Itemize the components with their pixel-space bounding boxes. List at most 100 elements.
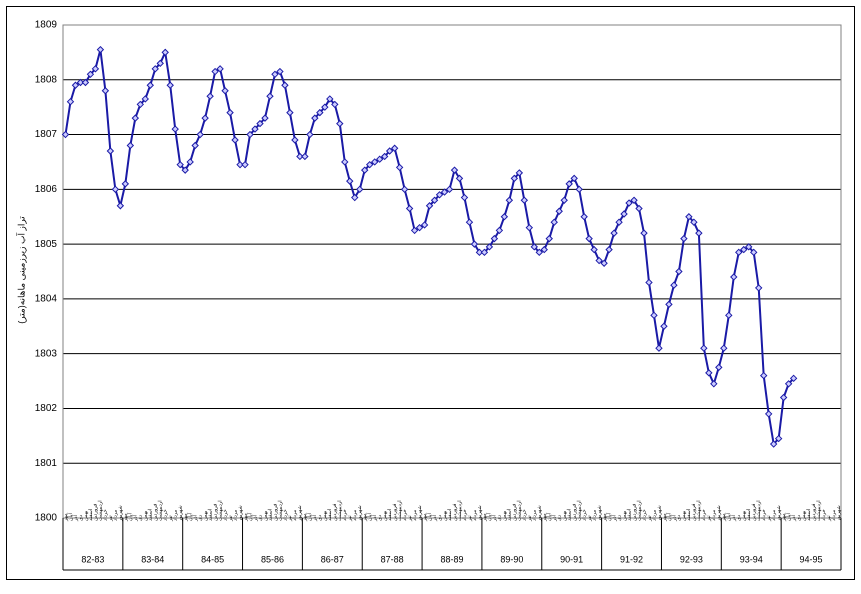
x-tick-label: اردیبهشت <box>636 500 642 521</box>
x-tick-label: خرداد <box>163 509 169 521</box>
x-tick-label: شهریور <box>537 505 543 522</box>
data-point <box>116 202 125 210</box>
data-point <box>510 174 519 183</box>
data-point <box>540 245 548 254</box>
data-point <box>700 344 708 352</box>
x-tick-label: شهریور <box>357 505 363 522</box>
x-tick-label: اسفند <box>327 509 333 521</box>
data-point <box>326 95 334 103</box>
data-point <box>440 188 449 196</box>
x-tick-label: خرداد <box>462 509 468 521</box>
x-tick-label: بهمن <box>621 511 627 521</box>
x-tick-label: تیر <box>586 515 592 522</box>
x-tick-label: فروردین <box>512 503 518 521</box>
x-tick-label: اردیبهشت <box>816 500 822 521</box>
x-tick-label: خرداد <box>522 509 528 521</box>
data-point <box>470 240 479 248</box>
x-tick-label: اردیبهشت <box>217 500 223 521</box>
y-tick-label: 1807 <box>35 129 58 140</box>
x-tick-label: آذر <box>670 514 677 522</box>
data-point <box>745 243 753 251</box>
x-tick-label: مهر <box>123 513 129 522</box>
data-point <box>695 229 703 237</box>
data-point <box>515 169 524 177</box>
x-tick-label: مرداد <box>292 509 298 521</box>
data-point <box>590 245 598 254</box>
x-tick-label: آبان <box>665 512 672 521</box>
data-point <box>151 65 159 73</box>
data-point <box>680 234 688 243</box>
x-tick-label: فروردین <box>691 503 697 521</box>
x-tick-label: تیر <box>168 515 174 522</box>
data-point <box>136 100 145 109</box>
data-point <box>615 218 623 226</box>
data-point <box>430 196 439 204</box>
y-tick-label: 1803 <box>35 348 58 359</box>
x-tick-label: خرداد <box>821 509 827 521</box>
x-tick-label: بهمن <box>322 511 328 521</box>
x-tick-label: شهریور <box>297 505 303 522</box>
y-tick-label: 1809 <box>35 20 58 31</box>
data-point <box>86 70 95 79</box>
data-point <box>645 278 653 287</box>
chart-border <box>6 6 855 580</box>
data-point <box>311 114 319 122</box>
x-tick-label: آبان <box>306 512 313 521</box>
x-tick-label: شهریور <box>178 505 184 522</box>
data-point <box>605 245 613 254</box>
data-point <box>81 78 90 87</box>
x-tick-label: مرداد <box>532 509 538 521</box>
group-label: 84-85 <box>201 554 224 564</box>
data-point <box>690 218 698 226</box>
data-point <box>705 369 713 377</box>
x-tick-label: دی <box>197 515 203 521</box>
data-point <box>730 273 738 281</box>
group-label: 87-88 <box>381 554 404 564</box>
x-tick-label: آبان <box>246 512 253 521</box>
x-tick-label: اردیبهشت <box>756 500 762 521</box>
data-point <box>400 185 409 194</box>
data-point <box>410 226 419 235</box>
data-point <box>236 160 244 169</box>
x-tick-label: آذر <box>431 514 438 522</box>
data-point <box>640 229 648 237</box>
data-point <box>500 213 509 221</box>
data-point <box>356 185 364 194</box>
y-tick-label: 1801 <box>35 458 58 469</box>
data-point <box>366 160 374 169</box>
x-tick-label: شهریور <box>836 505 842 522</box>
x-tick-label: مهر <box>781 513 787 522</box>
data-point <box>620 210 628 218</box>
group-label: 91-92 <box>620 554 643 564</box>
data-point <box>146 81 154 89</box>
data-point <box>415 223 424 232</box>
data-point <box>445 185 454 194</box>
group-label: 86-87 <box>321 554 344 564</box>
data-point <box>560 196 568 204</box>
data-point <box>660 322 668 330</box>
x-tick-label: اردیبهشت <box>158 500 164 521</box>
x-tick-label: اردیبهشت <box>397 500 403 521</box>
x-tick-label: خرداد <box>103 509 109 521</box>
data-point <box>774 434 783 443</box>
x-tick-label: تیر <box>766 515 772 522</box>
x-tick-label: خرداد <box>641 509 647 521</box>
data-point <box>530 243 538 251</box>
data-point <box>395 163 404 172</box>
data-point <box>789 374 798 383</box>
data-point <box>76 78 85 87</box>
data-point <box>625 199 633 207</box>
x-tick-label: آبان <box>187 512 194 521</box>
data-point <box>226 108 234 117</box>
data-point <box>725 311 733 320</box>
x-tick-label: اردیبهشت <box>457 500 463 521</box>
y-tick-label: 1800 <box>35 513 58 524</box>
x-tick-label: اسفند <box>148 509 154 521</box>
x-tick-label: شهریور <box>596 505 602 522</box>
y-axis-label: تراز آب زیرزمینی ماهانه(متر) <box>15 216 27 324</box>
data-point <box>251 125 259 133</box>
x-tick-label: فروردین <box>212 503 218 521</box>
data-point <box>241 160 249 169</box>
data-point <box>316 108 324 117</box>
data-point <box>759 371 768 380</box>
